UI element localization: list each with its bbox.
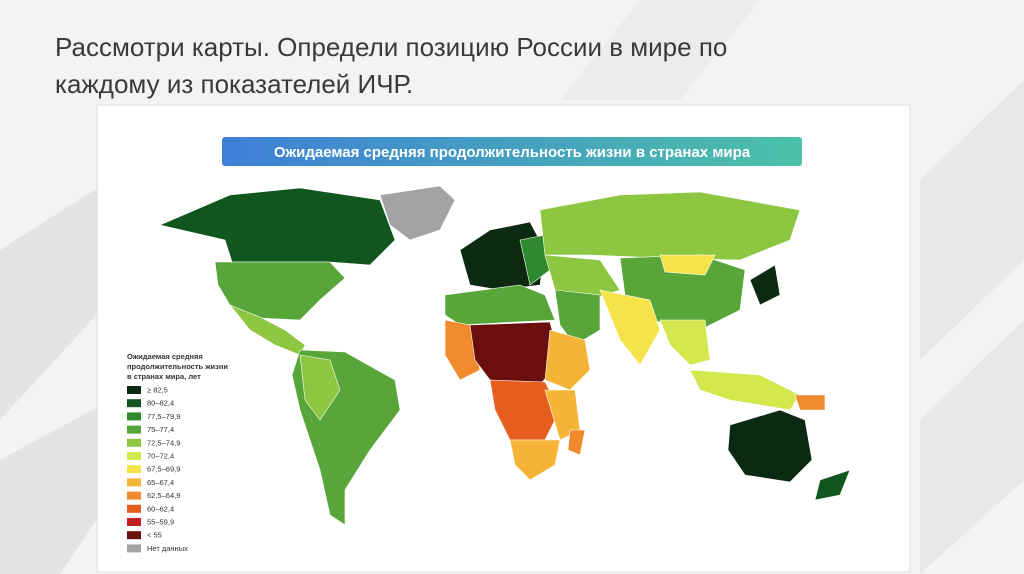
legend-label: ≥ 82,5	[147, 385, 168, 394]
legend-swatch	[127, 412, 141, 421]
legend-label: 80–82,4	[147, 399, 174, 408]
legend-label: 75–77,4	[147, 425, 174, 434]
legend-label: 55–59,9	[147, 517, 174, 526]
map-banner	[222, 137, 802, 166]
world-map	[159, 185, 851, 526]
legend-label: 62,5–64,9	[147, 491, 180, 500]
legend-label: 77,5–79,9	[147, 412, 180, 421]
legend-label: Нет данных	[147, 544, 188, 553]
legend-swatch	[127, 544, 141, 553]
legend-swatch	[127, 504, 141, 513]
legend-swatch	[127, 478, 141, 487]
legend-swatch	[127, 438, 141, 447]
legend-label: 60–62,4	[147, 504, 174, 513]
legend-label: 65–67,4	[147, 478, 174, 487]
legend-swatch	[127, 399, 141, 408]
legend-label: 67,5–69,9	[147, 465, 180, 474]
legend-swatch	[127, 465, 141, 474]
legend-title-line: в странах мира, лет	[127, 372, 201, 381]
slide-title-line: Рассмотри карты. Определи позицию России…	[55, 32, 727, 62]
legend-swatch	[127, 452, 141, 460]
map-title: Ожидаемая средняя продолжительность жизн…	[274, 144, 751, 161]
legend: Ожидаемая средняя продолжительность жизн…	[127, 352, 228, 553]
slide-title-line: каждому из показателей ИЧР.	[55, 69, 413, 99]
legend-swatch	[127, 531, 141, 540]
legend-title-line: продолжительность жизни	[127, 362, 228, 371]
legend-swatch	[127, 425, 141, 434]
legend-label: 70–72,4	[147, 451, 174, 460]
legend-swatch	[127, 491, 141, 500]
legend-label: 72,5–74,9	[147, 438, 180, 447]
legend-swatch	[127, 386, 141, 394]
legend-label: < 55	[147, 531, 162, 540]
legend-swatch	[127, 518, 141, 526]
legend-title-line: Ожидаемая средняя	[127, 352, 203, 361]
